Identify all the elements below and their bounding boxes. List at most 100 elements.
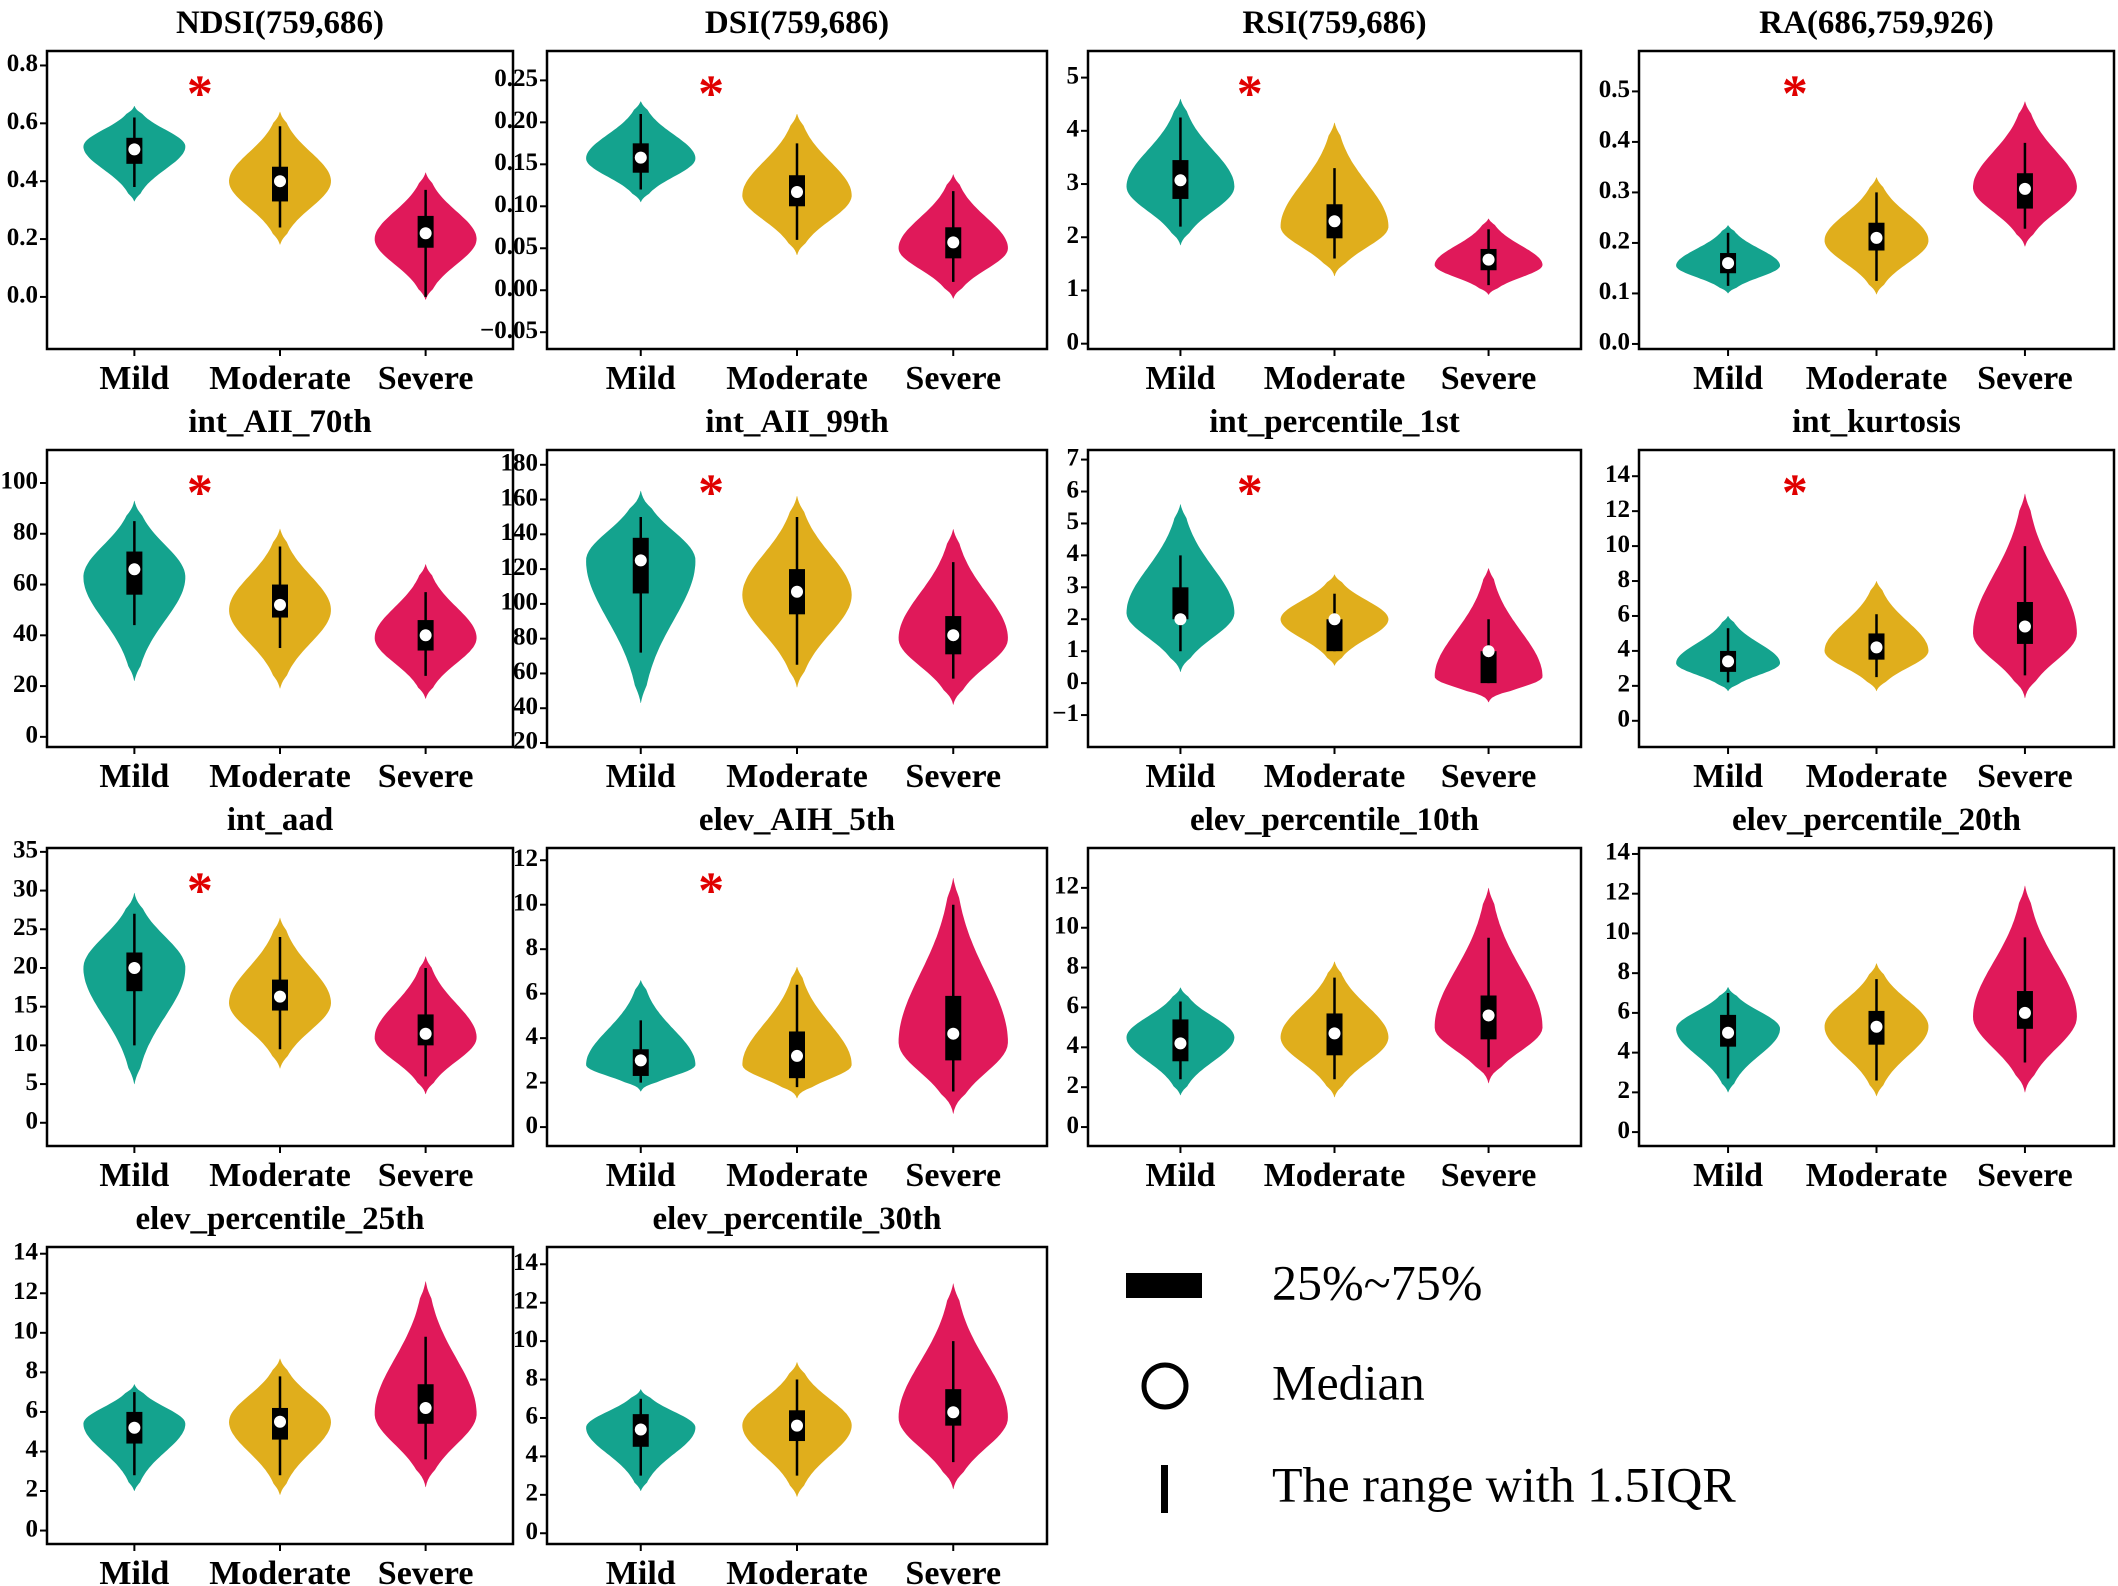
y-tick-label: 0.10 [494, 191, 538, 218]
median-dot-mild [1722, 1026, 1735, 1039]
y-tick-label: 0 [526, 1112, 539, 1139]
x-tick-label: Mild [1145, 1157, 1215, 1194]
median-dot-severe [947, 1027, 960, 1040]
x-tick-label: Severe [905, 1555, 1001, 1586]
significance-star: * [1237, 464, 1263, 521]
y-tick-label: 0.0 [7, 282, 38, 309]
y-tick-label: 12 [1054, 873, 1079, 900]
y-tick-label: 8 [526, 1364, 539, 1391]
significance-star: * [187, 464, 213, 521]
panel-title: elev_percentile_10th [1190, 802, 1479, 838]
x-tick-label: Mild [99, 758, 169, 795]
x-tick-label: Severe [1441, 758, 1537, 795]
y-tick-label: 0 [1618, 706, 1631, 733]
y-tick-label: 0.05 [494, 233, 538, 260]
y-tick-label: 6 [26, 1397, 39, 1424]
y-tick-label: 8 [1067, 952, 1080, 979]
y-tick-label: 12 [1605, 878, 1630, 905]
plot-frame [545, 1245, 1049, 1546]
y-tick-label: 8 [26, 1357, 39, 1384]
y-tick-label: 8 [1618, 958, 1631, 985]
panel-title: elev_percentile_20th [1732, 802, 2021, 838]
panel-elev_percentile_20th: elev_percentile_20th Mild Moderate Severe 0 2… [1605, 802, 2116, 1194]
y-tick-label: 2 [526, 1067, 539, 1094]
panel-elev_AIH_5th: elev_AIH_5th Mild Moderate Severe 0 2 4 6 8 10 12 * [513, 802, 1049, 1194]
y-tick-label: 6 [1618, 998, 1631, 1025]
y-tick-label: 0 [1067, 1112, 1080, 1139]
panel-elev_percentile_25th: elev_percentile_25th Mild Moderate Severe 0 2… [13, 1201, 515, 1586]
y-tick-label: 3 [1067, 572, 1080, 599]
x-tick-label: Mild [606, 758, 676, 795]
median-dot-mild [1174, 613, 1187, 626]
median-dot-severe [1482, 253, 1495, 266]
y-tick-label: 20 [13, 671, 38, 698]
x-tick-label: Moderate [209, 1555, 351, 1586]
plot-frame [45, 49, 515, 351]
y-tick-label: 40 [513, 693, 538, 720]
y-tick-label: 2 [1067, 604, 1080, 631]
y-tick-label: 8 [526, 934, 539, 961]
median-dot-mild [1174, 1037, 1187, 1050]
median-dot-moderate [1328, 1027, 1341, 1040]
y-tick-label: 2 [1618, 1077, 1631, 1104]
x-tick-label: Moderate [726, 1157, 868, 1194]
y-tick-label: 14 [1605, 839, 1631, 866]
legend-median-icon [1141, 1362, 1189, 1410]
y-tick-label: 0 [1618, 1117, 1631, 1144]
legend-range-label: The range with 1.5IQR [1272, 1456, 1736, 1512]
x-tick-label: Moderate [209, 360, 351, 397]
median-dot-mild [128, 1421, 141, 1434]
y-tick-label: 0.4 [1599, 127, 1631, 154]
y-tick-label: 2 [1618, 671, 1631, 698]
plot-frame [1086, 846, 1583, 1148]
iqr-box-moderate [1326, 619, 1343, 652]
panel-int_AII_99th: int_AII_99th Mild Moderate Severe 20 40 60 80 10… [501, 404, 1049, 795]
x-tick-label: Mild [1145, 758, 1215, 795]
x-tick-label: Severe [378, 360, 474, 397]
panel-title: RSI(759,686) [1242, 5, 1426, 41]
x-tick-label: Severe [378, 1555, 474, 1586]
panels: NDSI(759,686) Mild Moderate Severe 0.0 0.2 0.4… [1, 5, 2116, 1586]
plot-frame [1086, 49, 1583, 351]
median-dot-mild [1722, 257, 1735, 270]
median-dot-severe [1482, 645, 1495, 658]
x-tick-label: Moderate [1806, 1157, 1948, 1194]
y-tick-label: 10 [1054, 912, 1079, 939]
y-tick-label: 6 [1067, 476, 1080, 503]
significance-star: * [187, 863, 213, 920]
median-dot-moderate [791, 186, 803, 199]
y-tick-label: 0.4 [7, 166, 39, 193]
x-tick-label: Mild [1693, 1157, 1763, 1194]
plot-frame [545, 448, 1049, 749]
y-tick-label: 4 [1067, 116, 1080, 143]
y-tick-label: 30 [13, 875, 38, 902]
x-tick-label: Severe [378, 1157, 474, 1194]
panel-elev_percentile_30th: elev_percentile_30th Mild Moderate Severe 0 2… [513, 1201, 1049, 1586]
x-tick-label: Moderate [1806, 758, 1948, 795]
x-tick-label: Mild [606, 1157, 676, 1194]
y-tick-label: 40 [13, 620, 38, 647]
median-dot-moderate [791, 1049, 803, 1062]
x-tick-label: Severe [1977, 758, 2073, 795]
y-tick-label: 0 [1067, 328, 1080, 355]
panel-int_aad: int_aad Mild Moderate Severe 0 5 10 15 20 25 30 35 * [13, 802, 515, 1194]
y-tick-label: 12 [1605, 496, 1630, 523]
legend-range-icon [1161, 1465, 1168, 1513]
y-tick-label: 35 [13, 837, 38, 864]
plot-frame [1637, 846, 2116, 1148]
y-tick-label: 0.8 [7, 50, 38, 77]
x-tick-label: Moderate [726, 1555, 868, 1586]
plot-frame [45, 448, 515, 749]
panel-NDSI(759,686): NDSI(759,686) Mild Moderate Severe 0.0 0.2 0.4… [7, 5, 515, 397]
y-tick-label: 12 [513, 845, 538, 872]
y-tick-label: 2 [26, 1476, 39, 1503]
x-tick-label: Moderate [1806, 360, 1948, 397]
median-dot-mild [128, 143, 141, 156]
y-tick-label: 0 [1067, 668, 1080, 695]
y-tick-label: 4 [526, 1441, 539, 1468]
median-dot-severe [947, 1406, 960, 1419]
median-dot-mild [128, 563, 141, 576]
y-tick-label: 14 [1605, 461, 1631, 488]
x-tick-label: Severe [905, 758, 1001, 795]
